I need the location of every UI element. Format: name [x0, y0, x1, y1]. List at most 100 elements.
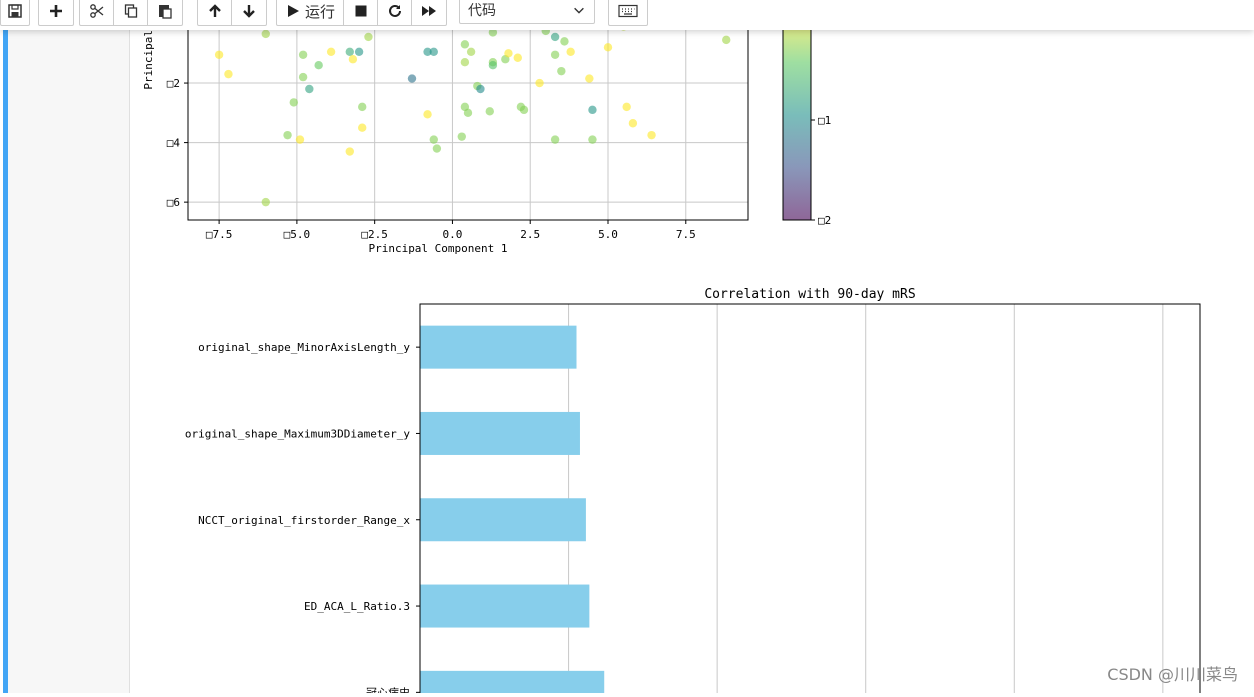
cell-prompt-area — [8, 30, 130, 693]
command-palette-button[interactable] — [609, 0, 647, 25]
scatter-point — [557, 66, 566, 76]
colorbar-tick-label: □2 — [818, 214, 831, 227]
bar-category-label: ED_ACA_L_Ratio.3 — [304, 600, 410, 613]
scatter-point — [603, 43, 613, 52]
save-button[interactable] — [1, 0, 29, 25]
scatter-point — [488, 60, 498, 70]
scatter-point — [298, 72, 308, 82]
correlation-bar — [420, 498, 586, 542]
arrow-down-icon — [243, 5, 255, 18]
play-icon — [288, 5, 299, 17]
move-up-button[interactable] — [198, 0, 232, 25]
scatter-tick-label-x: 5.0 — [598, 228, 618, 241]
correlation-bar — [420, 411, 580, 455]
correlation-bar — [420, 584, 590, 628]
paste-button[interactable] — [148, 0, 182, 25]
notebook-toolbar: 运行 代码 — [0, 0, 1254, 30]
pca-scatter-plot: □7.5 □5.0 □2.5 0.0 2.5 5.0 7.5 □2 □4 □6 Principal … — [142, 19, 749, 255]
scatter-point — [423, 47, 432, 56]
scatter-point — [550, 50, 560, 59]
scatter-x-axis-label: Principal Component 1 — [368, 242, 507, 255]
scatter-point — [289, 98, 298, 107]
bar-category-label: NCCT_original_firstorder_Range_x — [198, 514, 410, 527]
scatter-point — [224, 69, 233, 79]
scatter-point — [488, 28, 498, 37]
cell-type-select[interactable]: 代码 — [459, 0, 595, 24]
scatter-point — [364, 32, 373, 42]
scatter-point — [485, 107, 494, 116]
scatter-tick-label-y: □4 — [167, 137, 181, 150]
scatter-point — [354, 47, 364, 56]
cut-button[interactable] — [80, 0, 114, 25]
scatter-point — [550, 32, 560, 42]
scatter-point — [585, 74, 594, 83]
scatter-point — [647, 130, 656, 140]
bar-axes-frame — [419, 303, 1201, 693]
scatter-point — [429, 47, 438, 56]
scatter-point — [261, 29, 270, 39]
chevron-down-icon — [574, 7, 584, 14]
cell-type-value: 代码 — [468, 3, 496, 19]
arrow-up-icon — [208, 4, 221, 17]
scatter-tick-label-x: 2.5 — [520, 228, 540, 241]
interrupt-button[interactable] — [344, 0, 379, 25]
scatter-axes-frame — [187, 24, 749, 221]
run-all-button[interactable] — [412, 0, 446, 25]
keyboard-icon — [618, 4, 638, 18]
restart-button[interactable] — [378, 0, 413, 25]
run-label: 运行 — [305, 2, 336, 21]
scatter-point — [348, 55, 358, 64]
scatter-tick-label-x: □2.5 — [361, 228, 388, 241]
scatter-point — [423, 110, 432, 119]
scatter-point — [588, 105, 597, 115]
copy-icon — [124, 4, 137, 18]
scatter-point — [460, 40, 470, 49]
scatter-point — [541, 26, 550, 36]
move-group — [197, 0, 267, 26]
scatter-point — [476, 84, 485, 94]
scatter-tick-label-x: 0.0 — [443, 228, 463, 241]
scatter-point — [432, 144, 442, 153]
scatter-tick-label-x: 7.5 — [676, 228, 696, 241]
copy-button[interactable] — [114, 0, 148, 25]
scatter-point — [429, 135, 438, 144]
selected-cell-indicator — [3, 30, 8, 693]
cell-output-area: □7.5 □5.0 □2.5 0.0 2.5 5.0 7.5 □2 □4 □6 Principal … — [130, 9, 1254, 697]
scatter-point — [345, 47, 354, 56]
scatter-tick-label-x: □5.0 — [284, 228, 311, 241]
move-down-button[interactable] — [232, 0, 266, 25]
scatter-point — [622, 102, 631, 112]
correlation-bar-chart: original_shape_MinorAxisLength_y original… — [185, 287, 1201, 697]
correlation-bar — [420, 670, 605, 697]
scatter-point — [326, 47, 336, 56]
bar-category-label: 冠心病史 — [366, 685, 410, 693]
scatter-point — [466, 47, 476, 56]
scatter-point — [513, 53, 522, 62]
scatter-point — [305, 84, 314, 94]
scatter-point — [535, 78, 544, 88]
scatter-point — [628, 119, 638, 128]
floppy-disk-icon — [8, 4, 22, 18]
run-button[interactable]: 运行 — [277, 0, 345, 25]
scatter-point — [298, 50, 308, 59]
scatter-point — [407, 74, 417, 83]
scatter-point — [463, 108, 473, 118]
scatter-tick-label-y: □6 — [167, 196, 180, 209]
colorbar-scale — [782, 9, 812, 221]
scatter-point — [457, 132, 466, 141]
output-figure: □7.5 □5.0 □2.5 0.0 2.5 5.0 7.5 □2 □4 □6 Principal … — [142, 9, 1201, 697]
scatter-point — [358, 123, 367, 132]
scatter-point — [722, 35, 731, 45]
scatter-point — [519, 105, 529, 115]
scatter-point — [560, 37, 569, 46]
insert-group — [38, 0, 74, 26]
insert-cell-button[interactable] — [39, 0, 73, 25]
bar-category-label: original_shape_Maximum3DDiameter_y — [185, 427, 411, 440]
colorbar-tick-label: □1 — [818, 114, 831, 127]
scatter-point — [345, 147, 354, 156]
scatter-point — [566, 47, 575, 56]
keyboard-group — [608, 0, 648, 26]
colorbar: 0□1□290- — [782, 9, 848, 227]
scatter-tick-label-x: □7.5 — [206, 228, 233, 241]
stop-icon — [355, 5, 367, 17]
